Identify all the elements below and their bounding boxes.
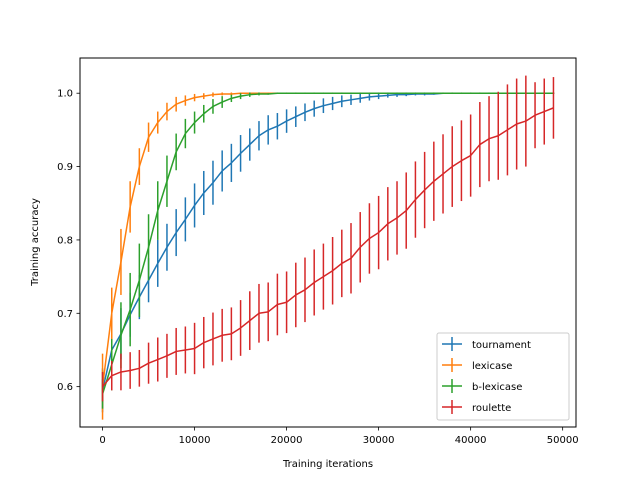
series-line-roulette xyxy=(101,107,554,388)
y-tick-label: 0.6 xyxy=(57,382,73,393)
x-tick-label: 40000 xyxy=(455,435,487,446)
legend-label-roulette: roulette xyxy=(472,403,511,414)
x-tick-label: 10000 xyxy=(179,435,211,446)
plot-layer xyxy=(101,75,555,420)
x-tick-label: 30000 xyxy=(363,435,395,446)
series-line-b-lexicase xyxy=(101,92,554,395)
axis-layer: 0 10000 20000 30000 40000 50000 0.6 0.7 0.8 0.9 1.… xyxy=(57,89,578,446)
legend: tournament lexicase b-lexicase roulette xyxy=(436,332,570,421)
legend-label-b-lexicase: b-lexicase xyxy=(472,382,522,393)
y-tick-label: 0.8 xyxy=(57,235,73,246)
y-tick-label: 0.9 xyxy=(57,162,73,173)
plot-frame xyxy=(79,57,577,428)
legend-box xyxy=(436,332,570,421)
x-tick-label: 0 xyxy=(99,435,105,446)
y-axis-label: Training accuracy xyxy=(30,198,41,287)
legend-label-lexicase: lexicase xyxy=(472,361,512,372)
x-tick-label: 50000 xyxy=(547,435,579,446)
x-axis-label: Training iterations xyxy=(282,459,373,470)
series-roulette xyxy=(101,75,555,402)
x-tick-label: 20000 xyxy=(271,435,303,446)
y-tick-label: 0.7 xyxy=(57,309,73,320)
y-tick-label: 1.0 xyxy=(57,89,73,100)
legend-label-tournament: tournament xyxy=(472,340,531,351)
